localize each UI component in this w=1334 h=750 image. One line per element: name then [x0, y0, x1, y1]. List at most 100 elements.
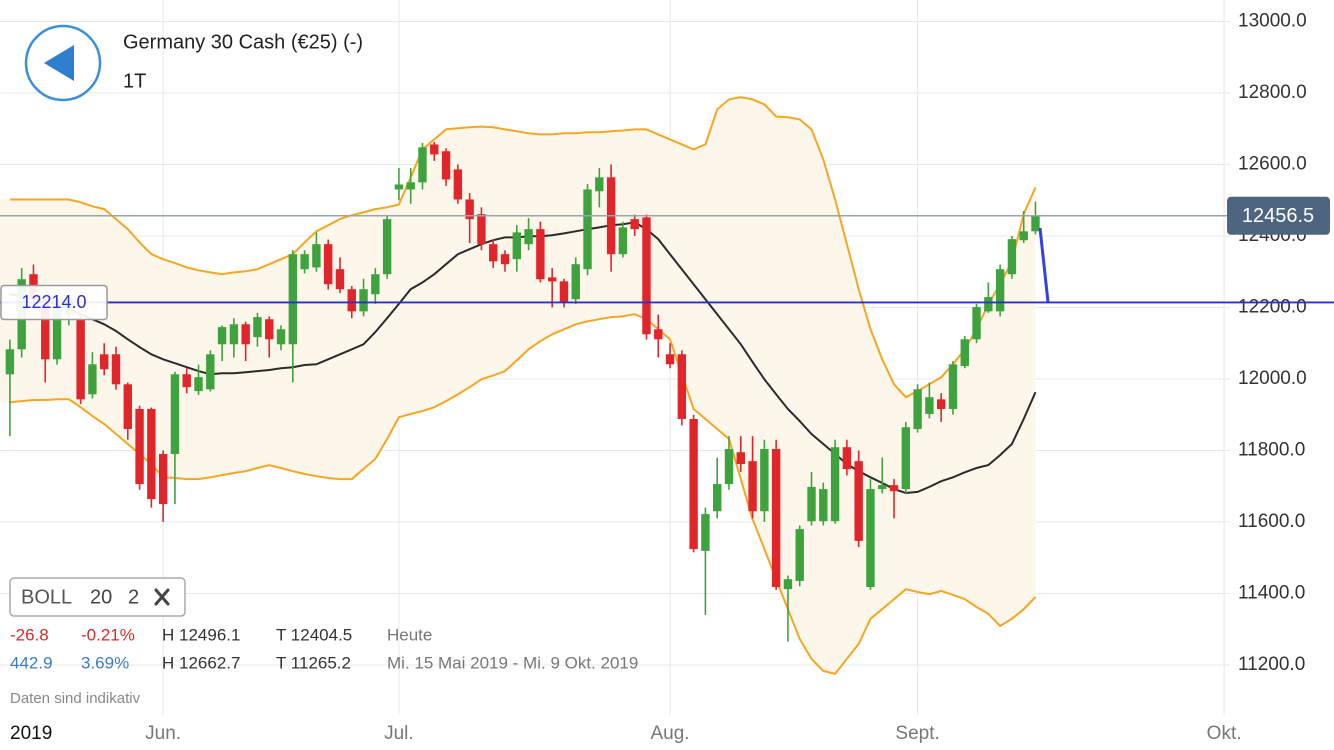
y-tick-label: 11200.0 [1238, 654, 1305, 675]
reference-label: 12214.0 [21, 292, 86, 312]
y-tick-label: 12000.0 [1238, 368, 1307, 389]
candle-body [312, 244, 321, 268]
indicator-period: 20 [90, 586, 112, 608]
candle-body [901, 427, 911, 490]
candle-body [406, 182, 415, 190]
candle-body [547, 277, 557, 282]
candle-body [583, 189, 592, 270]
candle-body [889, 485, 899, 492]
candle-body [524, 229, 533, 245]
candle-body [147, 408, 156, 500]
stat-value: -26.8 [10, 625, 49, 644]
x-tick-label: Jun. [145, 723, 181, 744]
bollinger-middle [9, 221, 1037, 495]
y-tick-label: 13000.0 [1238, 10, 1307, 31]
stat-value: Heute [387, 625, 432, 644]
candle-body [489, 244, 498, 262]
candle-body [1007, 239, 1017, 275]
y-tick-label: 12800.0 [1238, 82, 1307, 103]
indicator-name: BOLL [21, 586, 72, 608]
drawn-trend-line [1038, 227, 1050, 303]
candle-body [771, 449, 781, 588]
candle-body [265, 319, 274, 340]
candle-body [229, 324, 239, 345]
overlay: Germany 30 Cash (€25) (-) 1T BOLL 20 2 D… [0, 24, 638, 750]
candle-body [430, 144, 439, 155]
candle-body [689, 418, 698, 550]
x-tick-label: Aug. [651, 723, 690, 744]
candle-body [477, 214, 486, 245]
candle-body [713, 484, 722, 512]
candle-body [618, 227, 628, 255]
candle-body [5, 349, 15, 375]
candle-body [52, 309, 62, 360]
candle-body [288, 254, 298, 345]
candle-body [217, 327, 227, 345]
candle-body [960, 339, 969, 367]
candle-body [595, 177, 604, 192]
candle-body [512, 232, 521, 260]
last-price-label: 12456.5 [1242, 205, 1314, 227]
indicator-std-dev: 2 [128, 586, 139, 608]
candle-body [866, 489, 875, 588]
candle-body [394, 184, 404, 190]
disclaimer: Daten sind indikativ [10, 690, 141, 707]
stat-value: 3.69% [81, 653, 129, 672]
interval-label[interactable]: 1T [123, 70, 146, 92]
candle-body [913, 389, 922, 429]
stat-value: -0.21% [81, 625, 135, 644]
candle-body [300, 254, 309, 270]
candle-body [453, 169, 463, 200]
candle-body [371, 274, 380, 295]
candle-body [1019, 231, 1028, 241]
candle-body [559, 281, 569, 303]
y-tick-label: 11400.0 [1238, 582, 1305, 603]
candle-body [748, 461, 757, 512]
candle-body [123, 384, 132, 429]
stat-value: H 12662.7 [162, 653, 240, 672]
candle-body [854, 461, 863, 541]
year-label: 2019 [10, 723, 52, 744]
candle-body [382, 219, 392, 275]
candle-body [359, 289, 368, 312]
candle-body [135, 408, 144, 485]
candle-body [206, 354, 215, 390]
instrument-title: Germany 30 Cash (€25) (-) [123, 31, 363, 53]
candle-body [158, 454, 168, 505]
candle-body [571, 264, 580, 300]
candle-body [760, 449, 769, 512]
candle-body [925, 397, 934, 414]
candle-body [418, 147, 427, 183]
candle-body [807, 486, 816, 522]
candle-body [642, 217, 651, 335]
candle-body [1031, 215, 1040, 232]
y-tick-label: 11600.0 [1238, 511, 1305, 532]
bollinger-lower [9, 313, 1037, 676]
candle-body [536, 229, 545, 280]
candle-body [41, 299, 50, 360]
indicator-chip[interactable] [9, 577, 186, 617]
candle-body [654, 329, 663, 340]
candle-body [795, 529, 804, 581]
candle-body [182, 374, 191, 388]
candle-body [972, 307, 981, 340]
candle-body [276, 329, 286, 345]
candle-body [842, 447, 852, 470]
candle-body [878, 485, 887, 490]
bollinger-upper [9, 96, 1037, 399]
back-arrow-icon [44, 45, 74, 81]
y-tick-label: 12200.0 [1238, 296, 1307, 317]
x-tick-label: Jul. [384, 723, 414, 744]
stat-value: T 11265.2 [276, 653, 351, 672]
candle-body [500, 254, 510, 265]
stat-value: T 12404.5 [276, 625, 352, 644]
candle-body [677, 354, 687, 419]
candle-body [253, 317, 262, 338]
stat-value: 442.9 [10, 653, 53, 672]
indicator-remove-icon[interactable] [154, 588, 170, 606]
candle-body [736, 452, 745, 465]
candle-body [701, 514, 710, 551]
year-label-bg [0, 716, 66, 750]
reference-tag [0, 284, 108, 321]
